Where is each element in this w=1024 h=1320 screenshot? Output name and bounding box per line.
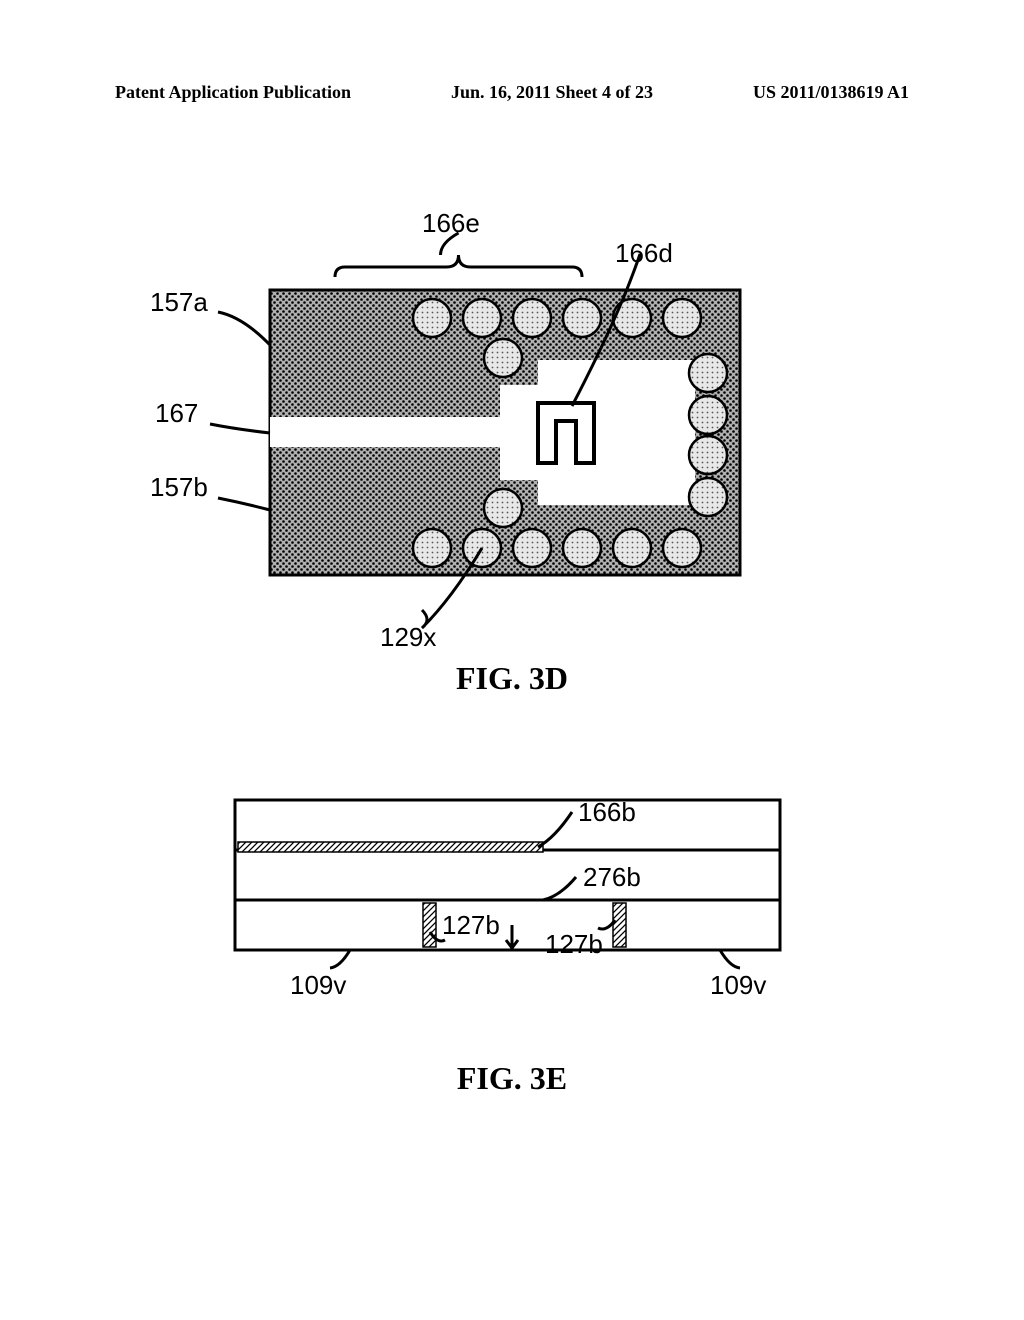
header-left: Patent Application Publication xyxy=(115,82,351,103)
label-276b: 276b xyxy=(583,862,641,893)
header-center: Jun. 16, 2011 Sheet 4 of 23 xyxy=(451,82,653,103)
figure-3e: 166b 276b 127b 127b 109v 109v xyxy=(0,770,1024,1100)
label-166e: 166e xyxy=(422,208,480,239)
label-166d: 166d xyxy=(615,238,673,269)
figure-3e-svg xyxy=(0,770,1024,1070)
label-109v-2: 109v xyxy=(710,970,766,1001)
label-157b: 157b xyxy=(150,472,208,503)
label-167: 167 xyxy=(155,398,198,429)
label-109v-1: 109v xyxy=(290,970,346,1001)
figure-3d-caption: FIG. 3D xyxy=(0,660,1024,697)
page-header: Patent Application Publication Jun. 16, … xyxy=(115,82,909,103)
label-127b-2: 127b xyxy=(545,929,603,960)
label-157a: 157a xyxy=(150,287,208,318)
figure-3e-caption: FIG. 3E xyxy=(0,1060,1024,1097)
figure-3d-svg xyxy=(0,190,1024,670)
figure-3d: 166e 166d 157a 167 157b 129x xyxy=(0,190,1024,670)
header-right: US 2011/0138619 A1 xyxy=(753,82,909,103)
label-166b: 166b xyxy=(578,797,636,828)
label-129x: 129x xyxy=(380,622,436,653)
label-127b-1: 127b xyxy=(442,910,500,941)
